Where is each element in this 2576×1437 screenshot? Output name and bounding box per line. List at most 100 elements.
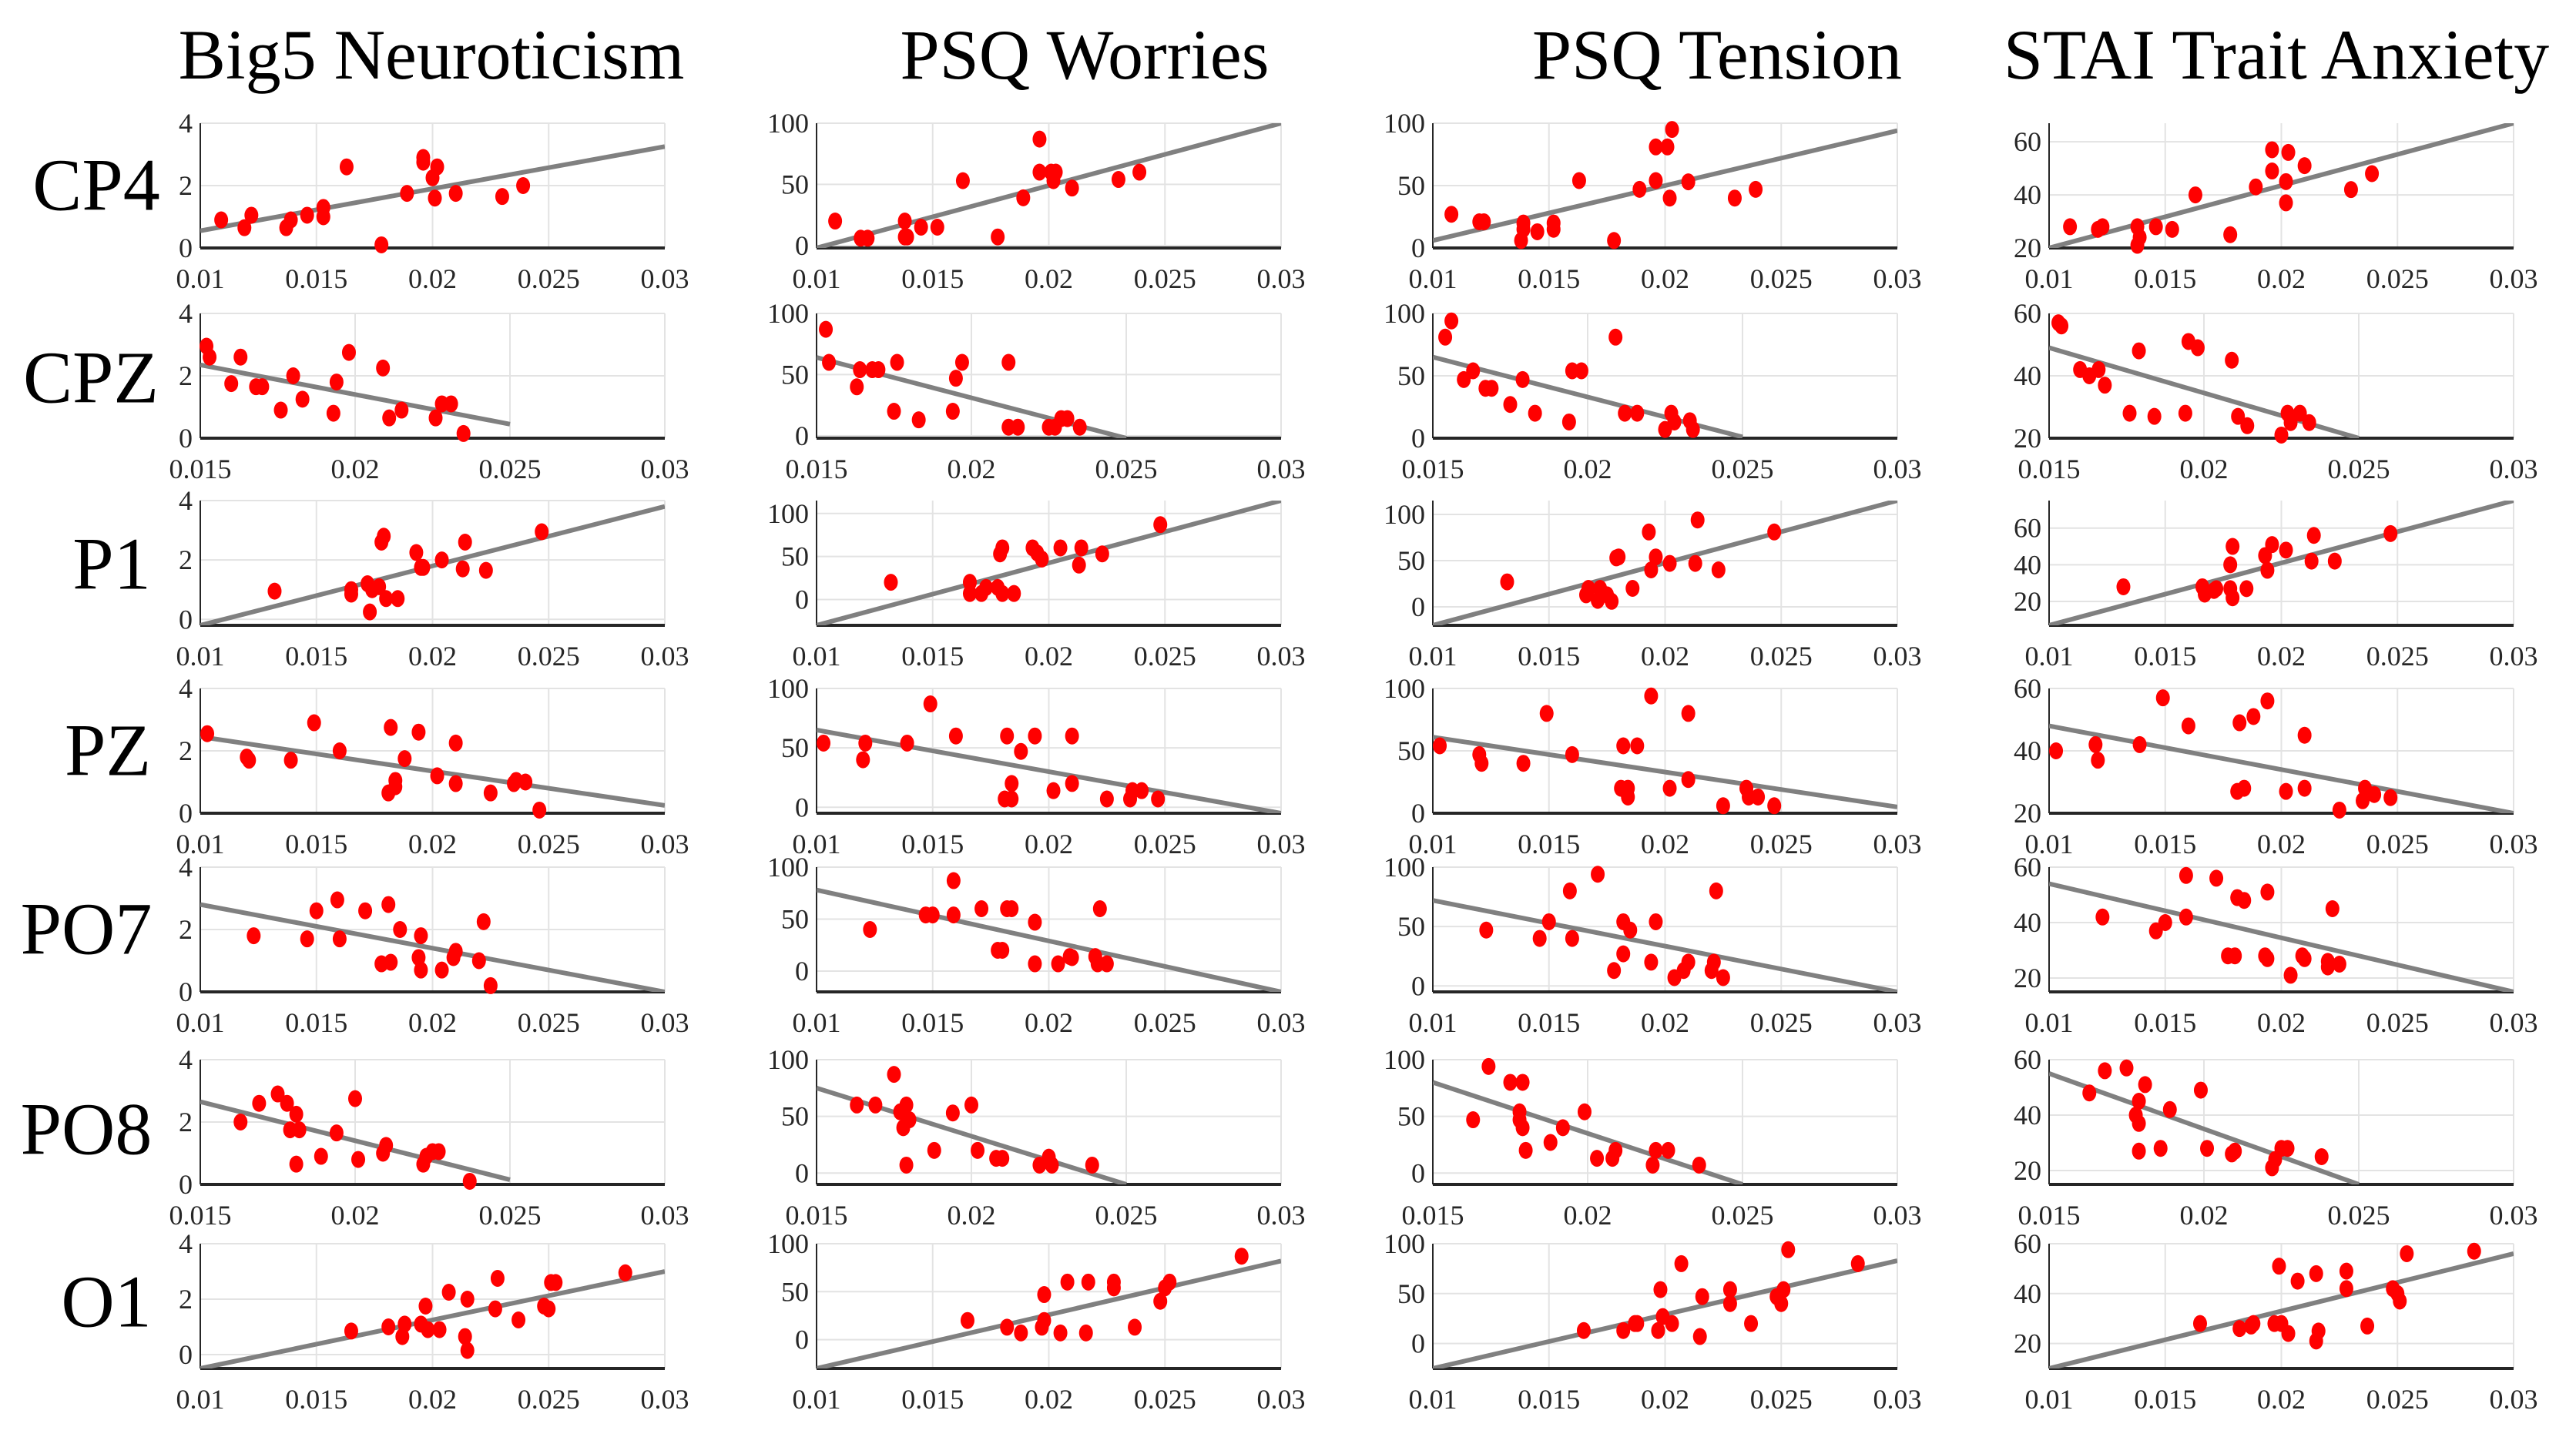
x-tick-label: 0.015 bbox=[786, 1200, 848, 1231]
data-point bbox=[273, 401, 288, 419]
x-tick-label: 0.03 bbox=[2490, 1007, 2538, 1038]
scatter-panel: 0.015 0.02 0.025 0.03 0 50 100 bbox=[1384, 1044, 1922, 1231]
y-tick-label: 50 bbox=[1397, 735, 1425, 766]
scatter-panel: 0.01 0.015 0.02 0.025 0.03 0 50 100 bbox=[767, 673, 1306, 859]
data-point bbox=[1477, 213, 1491, 230]
data-point bbox=[1035, 550, 1049, 568]
y-tick-label: 0 bbox=[179, 604, 193, 635]
y-tick-label: 60 bbox=[2014, 126, 2041, 157]
data-point bbox=[1051, 955, 1065, 973]
data-point bbox=[1060, 1273, 1075, 1291]
data-point bbox=[384, 718, 398, 736]
y-tick-label: 0 bbox=[795, 420, 809, 451]
data-point bbox=[2365, 165, 2380, 183]
x-tick-label: 0.01 bbox=[1409, 829, 1457, 859]
data-point bbox=[2283, 966, 2298, 984]
data-point bbox=[244, 206, 259, 224]
data-point bbox=[488, 1300, 502, 1318]
data-point bbox=[884, 574, 898, 591]
data-point bbox=[945, 403, 960, 420]
data-point bbox=[255, 378, 270, 396]
x-tick-label: 0.02 bbox=[1641, 263, 1689, 294]
data-point bbox=[2249, 178, 2263, 196]
data-point bbox=[1774, 1295, 1789, 1312]
x-tick-label: 0.03 bbox=[1873, 1384, 1922, 1415]
data-point bbox=[2260, 561, 2275, 579]
data-point bbox=[1681, 771, 1696, 789]
data-point bbox=[455, 560, 470, 578]
data-point bbox=[1072, 556, 1086, 574]
data-point bbox=[900, 228, 914, 246]
x-tick-label: 0.03 bbox=[641, 641, 689, 672]
data-point bbox=[819, 320, 834, 338]
x-tick-label: 0.03 bbox=[1257, 829, 1306, 859]
x-tick-label: 0.025 bbox=[1134, 263, 1196, 294]
data-point bbox=[2272, 1258, 2286, 1275]
scatter-panel: 0.01 0.015 0.02 0.025 0.03 0 2 4 bbox=[176, 485, 689, 672]
x-tick-label: 0.015 bbox=[901, 641, 964, 672]
x-tick-label: 0.01 bbox=[176, 1007, 225, 1038]
scatter-panel: 0.015 0.02 0.025 0.03 0 50 100 bbox=[767, 1044, 1306, 1231]
column-title-psq-tension: PSQ Tension bbox=[1531, 15, 1903, 94]
y-tick-label: 60 bbox=[2014, 298, 2041, 329]
data-point bbox=[2122, 404, 2137, 422]
data-point bbox=[379, 590, 394, 608]
data-point bbox=[1767, 523, 1782, 541]
data-point bbox=[1085, 1156, 1099, 1174]
data-point bbox=[1515, 1119, 1530, 1137]
row-label-cp4: CP4 bbox=[32, 143, 160, 226]
regression-line bbox=[1433, 735, 1897, 809]
data-point bbox=[431, 1143, 446, 1161]
regression-line bbox=[200, 1099, 511, 1182]
x-tick-label: 0.02 bbox=[1025, 1384, 1073, 1415]
x-tick-label: 0.01 bbox=[2025, 1007, 2074, 1038]
data-point bbox=[1571, 172, 1586, 189]
data-point bbox=[1014, 742, 1028, 760]
data-point bbox=[490, 1270, 505, 1287]
data-point bbox=[270, 1085, 285, 1103]
data-point bbox=[2383, 789, 2398, 806]
x-tick-label: 0.01 bbox=[2025, 1384, 2074, 1415]
data-point bbox=[416, 558, 431, 576]
regression-line bbox=[1433, 1080, 1743, 1184]
scatter-panel: 0.01 0.015 0.02 0.025 0.03 20 40 60 bbox=[2014, 673, 2538, 859]
data-point bbox=[1095, 545, 1109, 563]
data-point bbox=[332, 742, 347, 759]
data-point bbox=[391, 590, 405, 608]
data-point bbox=[817, 734, 831, 752]
data-point bbox=[858, 734, 873, 752]
x-tick-label: 0.015 bbox=[285, 1007, 347, 1038]
data-point bbox=[899, 1156, 914, 1174]
data-point bbox=[1092, 900, 1107, 917]
data-point bbox=[850, 378, 864, 396]
x-tick-label: 0.03 bbox=[1873, 1007, 1922, 1038]
data-point bbox=[1053, 539, 1068, 557]
regression-line bbox=[1433, 898, 1897, 992]
data-point bbox=[1001, 353, 1016, 371]
data-point bbox=[1616, 737, 1631, 755]
column-title-stai-trait-anxiety: STAI Trait Anxiety bbox=[2003, 15, 2550, 94]
data-point bbox=[280, 1094, 294, 1112]
regression-line bbox=[817, 501, 1281, 625]
data-point bbox=[2325, 900, 2340, 917]
x-tick-label: 0.01 bbox=[793, 263, 841, 294]
data-point bbox=[1000, 1318, 1015, 1336]
data-point bbox=[930, 219, 944, 236]
y-tick-label: 100 bbox=[767, 298, 809, 329]
data-point bbox=[2383, 524, 2398, 542]
data-point bbox=[2360, 1317, 2375, 1335]
data-point bbox=[2311, 1322, 2326, 1340]
x-tick-label: 0.01 bbox=[1409, 1384, 1457, 1415]
data-point bbox=[300, 206, 314, 224]
data-point bbox=[1032, 163, 1047, 181]
data-point bbox=[1661, 1141, 1675, 1159]
data-point bbox=[1128, 1318, 1142, 1336]
data-point bbox=[1645, 1156, 1660, 1174]
x-tick-label: 0.015 bbox=[901, 829, 964, 859]
data-point bbox=[300, 930, 314, 948]
x-tick-label: 0.03 bbox=[641, 829, 689, 859]
regression-line bbox=[817, 728, 1281, 813]
data-point bbox=[1028, 727, 1042, 745]
y-tick-label: 20 bbox=[2014, 233, 2041, 263]
data-point bbox=[2339, 1262, 2353, 1280]
